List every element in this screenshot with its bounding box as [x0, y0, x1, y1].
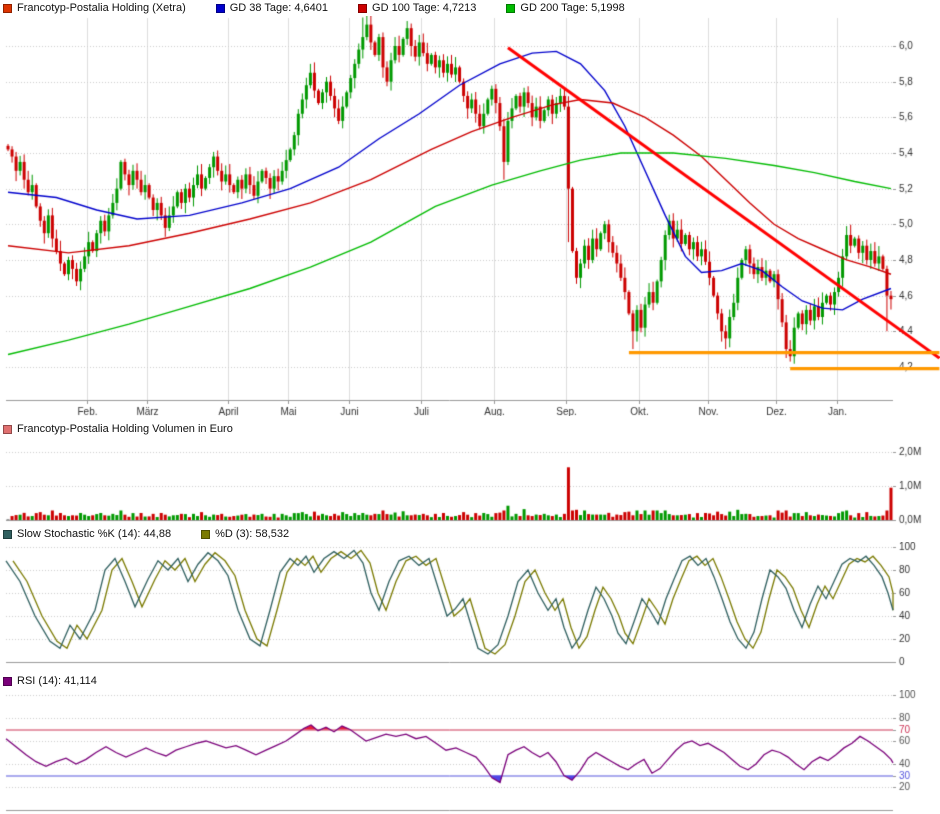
gd38-legend-item: GD 38 Tage: 4,6401: [215, 2, 329, 14]
volume-title: Francotyp-Postalia Holding Volumen in Eu…: [17, 423, 233, 435]
volume-legend-item: Francotyp-Postalia Holding Volumen in Eu…: [3, 423, 233, 435]
rsi-swatch-icon: [3, 676, 12, 686]
stoch-k-legend-item: Slow Stochastic %K (14): 44,88: [3, 528, 171, 540]
instrument-title: Francotyp-Postalia Holding (Xetra): [17, 2, 186, 14]
gd100-swatch-icon: [358, 3, 368, 13]
stoch-k-label: Slow Stochastic %K (14): 44,88: [17, 528, 172, 540]
instrument-legend-item: Francotyp-Postalia Holding (Xetra): [3, 2, 186, 14]
stoch-k-swatch-icon: [3, 529, 12, 539]
gd200-label: GD 200 Tage: 5,1998: [520, 2, 625, 14]
volume-legend: Francotyp-Postalia Holding Volumen in Eu…: [0, 416, 940, 438]
stoch-d-swatch-icon: [201, 529, 211, 539]
instrument-swatch-icon: [3, 3, 12, 13]
rsi-legend: RSI (14): 41,114: [0, 666, 940, 690]
rsi-chart: [0, 690, 940, 814]
gd38-swatch-icon: [215, 3, 225, 13]
gd100-legend-item: GD 100 Tage: 4,7213: [358, 2, 476, 14]
stoch-d-label: %D (3): 58,532: [215, 528, 290, 540]
stochastic-legend: Slow Stochastic %K (14): 44,88 %D (3): 5…: [0, 526, 940, 542]
price-candlestick-chart: [0, 16, 940, 416]
gd200-swatch-icon: [506, 3, 516, 13]
rsi-label: RSI (14): 41,114: [17, 675, 97, 687]
gd100-label: GD 100 Tage: 4,7213: [372, 2, 477, 14]
volume-swatch-icon: [3, 424, 12, 434]
volume-bar-chart: [0, 438, 940, 526]
gd38-label: GD 38 Tage: 4,6401: [229, 2, 329, 14]
rsi-legend-item: RSI (14): 41,114: [3, 675, 97, 687]
price-chart-legend: Francotyp-Postalia Holding (Xetra) GD 38…: [0, 0, 940, 16]
stoch-d-legend-item: %D (3): 58,532: [201, 528, 289, 540]
stochastic-chart: [0, 542, 940, 666]
gd200-legend-item: GD 200 Tage: 5,1998: [506, 2, 625, 14]
